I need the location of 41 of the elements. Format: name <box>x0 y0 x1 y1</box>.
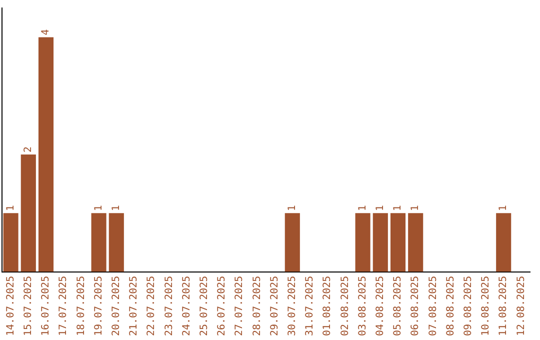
x-tick-label: 03.08.2025 <box>357 276 368 336</box>
x-tick-label: 01.08.2025 <box>322 276 334 336</box>
x-tick-label: 17.07.2025 <box>58 276 70 336</box>
x-tick-label: 28.07.2025 <box>252 276 263 336</box>
data-label: 1 <box>5 205 16 212</box>
x-tick-label: 02.08.2025 <box>340 276 351 336</box>
data-label: 1 <box>110 205 122 212</box>
data-label: 1 <box>374 205 386 212</box>
x-tick-label: 18.07.2025 <box>76 276 87 336</box>
x-tick-label: 15.07.2025 <box>22 276 34 336</box>
x-tick-label: 23.07.2025 <box>164 276 175 336</box>
data-label: 4 <box>40 29 52 36</box>
x-tick-label: 20.07.2025 <box>110 276 122 336</box>
x-tick-label: 24.07.2025 <box>181 276 192 336</box>
data-label: 1 <box>392 205 404 212</box>
x-tick-label: 14.07.2025 <box>5 276 16 336</box>
x-tick-label: 05.08.2025 <box>392 276 404 336</box>
x-tick-label: 26.07.2025 <box>216 276 228 336</box>
x-tick-label: 16.07.2025 <box>40 276 52 336</box>
data-label: 1 <box>93 205 104 212</box>
x-tick-label: 27.07.2025 <box>234 276 246 336</box>
x-tick-label: 21.07.2025 <box>128 276 140 336</box>
x-tick-label: 10.08.2025 <box>480 276 492 336</box>
x-tick-label: 12.08.2025 <box>516 276 527 336</box>
x-tick-label: 31.07.2025 <box>304 276 316 336</box>
x-tick-label: 25.07.2025 <box>198 276 210 336</box>
x-tick-label: 04.08.2025 <box>374 276 386 336</box>
x-tick-label: 11.08.2025 <box>498 276 510 336</box>
x-tick-label: 08.08.2025 <box>445 276 456 336</box>
data-label: 1 <box>410 205 422 212</box>
data-label: 1 <box>286 205 298 212</box>
x-tick-label: 09.08.2025 <box>462 276 474 336</box>
x-tick-label: 30.07.2025 <box>286 276 298 336</box>
x-tick-label: 29.07.2025 <box>269 276 280 336</box>
data-label: 1 <box>357 205 368 212</box>
x-tick-label: 06.08.2025 <box>410 276 422 336</box>
x-tick-label: 19.07.2025 <box>93 276 104 336</box>
data-label: 2 <box>22 146 34 153</box>
x-tick-label: 22.07.2025 <box>146 276 158 336</box>
data-label: 1 <box>498 205 510 212</box>
x-tick-label: 07.08.2025 <box>428 276 439 336</box>
